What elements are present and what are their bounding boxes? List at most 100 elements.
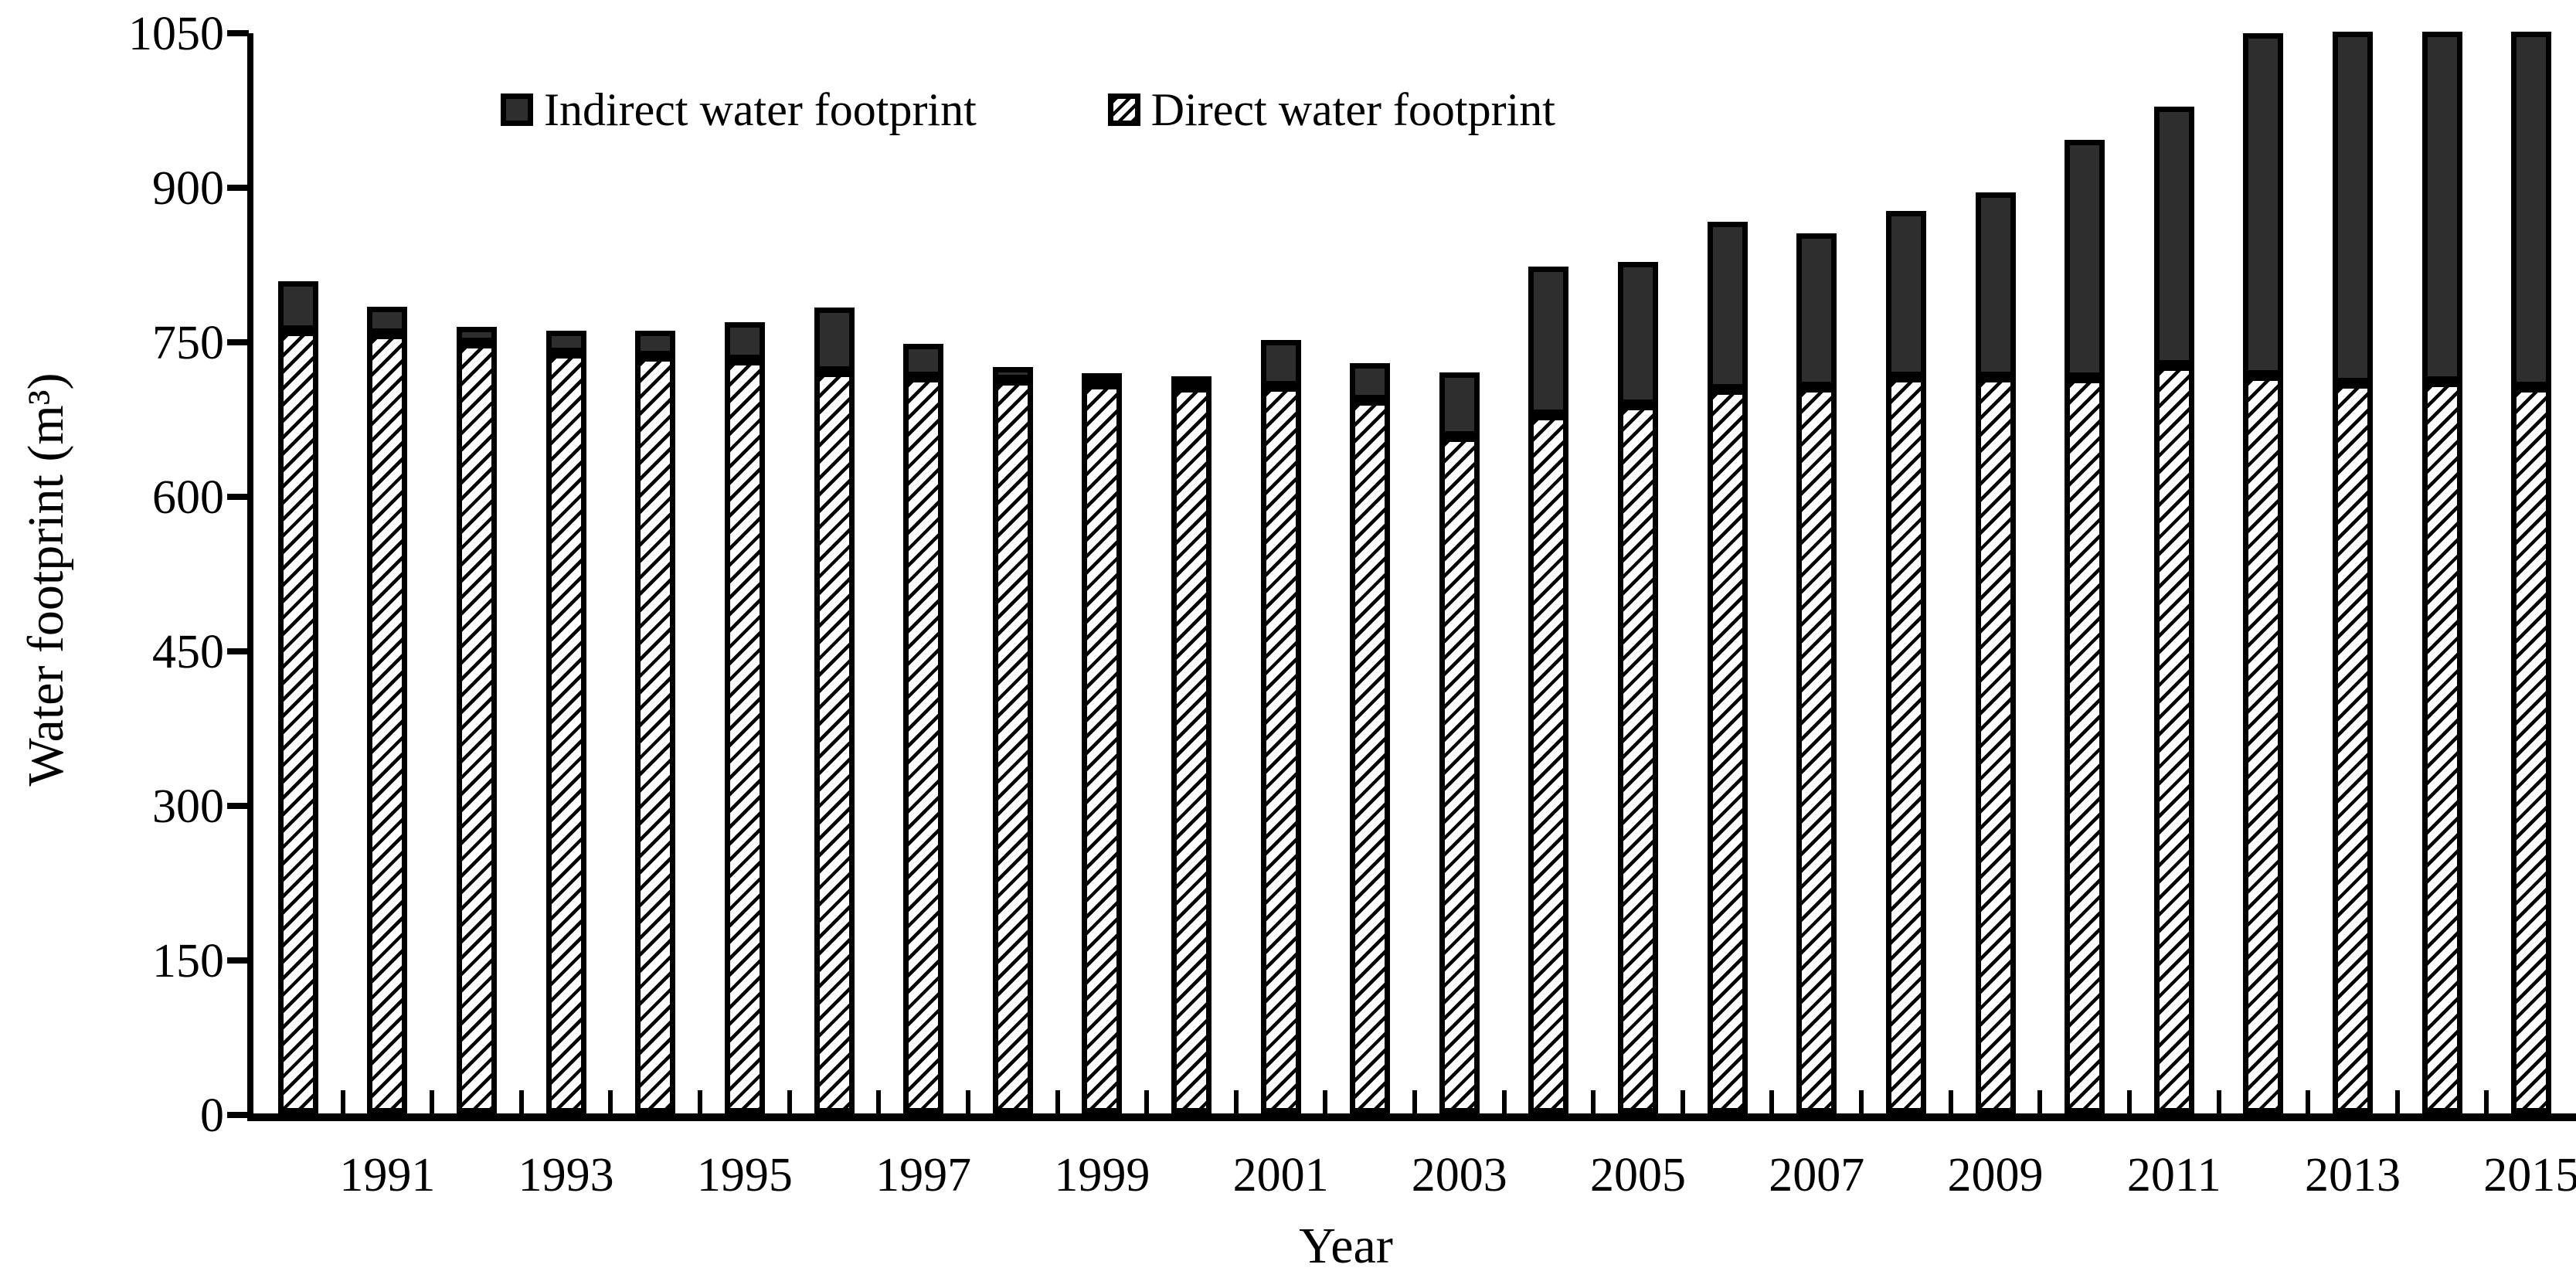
y-tick-label: 1050	[128, 8, 224, 60]
direct-segment	[1975, 377, 2016, 1113]
y-axis-line	[247, 33, 253, 1121]
direct-segment	[457, 343, 498, 1113]
indirect-segment	[814, 308, 855, 372]
bar-1999	[1082, 373, 1123, 1113]
direct-segment	[903, 377, 944, 1113]
x-year-label-1993: 1993	[518, 1149, 614, 1202]
x-year-label-1999: 1999	[1054, 1149, 1150, 1202]
x-tick-mark	[1501, 1090, 1507, 1115]
direct-segment	[1350, 400, 1391, 1113]
x-year-label-2013: 2013	[2304, 1149, 2401, 1202]
indirect-segment	[992, 367, 1033, 380]
x-tick-mark	[965, 1090, 970, 1115]
y-tick-label: 150	[152, 935, 224, 987]
bar-2013	[2332, 32, 2373, 1113]
x-year-label-2011: 2011	[2126, 1149, 2221, 1202]
indirect-segment	[367, 307, 408, 334]
indirect-segment	[2511, 32, 2552, 387]
bar-1990	[277, 281, 318, 1113]
legend: Indirect water footprint Direct water fo…	[501, 87, 1555, 133]
x-tick-mark	[698, 1090, 703, 1115]
x-tick-mark	[1948, 1090, 1953, 1115]
bar-1995	[724, 322, 765, 1113]
indirect-segment	[1618, 262, 1659, 405]
x-tick-mark	[1591, 1090, 1596, 1115]
x-tick-mark	[1323, 1090, 1328, 1115]
direct-segment	[1171, 387, 1212, 1113]
bar-2009	[1975, 192, 2016, 1113]
bar-2010	[2065, 140, 2105, 1113]
y-tick-mark	[227, 185, 249, 191]
legend-label-indirect: Indirect water footprint	[544, 84, 977, 135]
direct-segment	[1618, 405, 1659, 1113]
x-tick-mark	[1680, 1090, 1685, 1115]
x-tick-mark	[608, 1090, 613, 1115]
direct-segment	[1082, 384, 1123, 1113]
direct-segment	[2243, 376, 2284, 1113]
indirect-segment	[2153, 107, 2194, 365]
bar-1998	[992, 367, 1033, 1113]
direct-segment	[2153, 365, 2194, 1113]
indirect-segment	[1082, 373, 1123, 384]
direct-segment	[1260, 386, 1301, 1113]
bar-2007	[1796, 233, 1837, 1113]
direct-segment	[277, 331, 318, 1113]
x-tick-mark	[1233, 1090, 1239, 1115]
x-tick-mark	[518, 1090, 524, 1115]
indirect-segment	[457, 327, 498, 343]
direct-swatch-icon	[1107, 93, 1140, 126]
x-tick-mark	[340, 1090, 345, 1115]
y-tick-mark	[227, 339, 249, 345]
direct-segment	[1707, 389, 1748, 1113]
bar-2011	[2153, 107, 2194, 1113]
y-tick-mark	[227, 1112, 249, 1118]
direct-segment	[2332, 383, 2373, 1113]
direct-segment	[1528, 415, 1569, 1113]
indirect-segment	[1439, 372, 1480, 437]
indirect-segment	[724, 322, 765, 360]
bar-1991	[367, 307, 408, 1113]
indirect-segment	[1528, 267, 1569, 415]
y-tick-mark	[227, 494, 249, 500]
indirect-segment	[903, 344, 944, 377]
x-tick-mark	[2126, 1090, 2132, 1115]
y-tick-label: 900	[152, 162, 224, 215]
bar-1993	[545, 331, 586, 1113]
indirect-segment	[1260, 340, 1301, 386]
legend-item-direct: Direct water footprint	[1107, 87, 1555, 133]
indirect-segment	[2332, 32, 2373, 383]
bar-2004	[1528, 267, 1569, 1113]
x-year-label-2009: 2009	[1947, 1149, 2044, 1202]
bar-2003	[1439, 372, 1480, 1113]
bar-1997	[903, 344, 944, 1113]
direct-segment	[2065, 378, 2105, 1113]
y-tick-label: 0	[200, 1089, 224, 1142]
x-year-label-2005: 2005	[1590, 1149, 1687, 1202]
x-tick-mark	[2306, 1090, 2311, 1115]
x-tick-mark	[2394, 1090, 2400, 1115]
y-tick-label: 600	[152, 471, 224, 524]
x-year-label-2001: 2001	[1232, 1149, 1329, 1202]
indirect-segment	[1796, 233, 1837, 387]
plot-area: 0 150 300 450 600 750 900 1050	[128, 10, 2576, 1140]
direct-segment	[1439, 437, 1480, 1113]
bar-1996	[814, 308, 855, 1113]
x-tick-mark	[787, 1090, 792, 1115]
legend-item-indirect: Indirect water footprint	[501, 87, 977, 133]
x-tick-mark	[876, 1090, 882, 1115]
y-tick-mark	[227, 957, 249, 964]
direct-segment	[2421, 382, 2462, 1113]
direct-segment	[814, 372, 855, 1113]
bar-2000	[1171, 376, 1212, 1113]
x-year-label-1991: 1991	[339, 1149, 436, 1202]
direct-segment	[545, 353, 586, 1113]
x-tick-mark	[2037, 1090, 2043, 1115]
bar-2012	[2243, 33, 2284, 1113]
y-tick-mark	[227, 803, 249, 809]
indirect-segment	[635, 331, 676, 356]
x-tick-mark	[2484, 1090, 2489, 1115]
x-year-label-2015: 2015	[2483, 1149, 2576, 1202]
indirect-segment	[277, 281, 318, 331]
x-tick-mark	[430, 1090, 435, 1115]
